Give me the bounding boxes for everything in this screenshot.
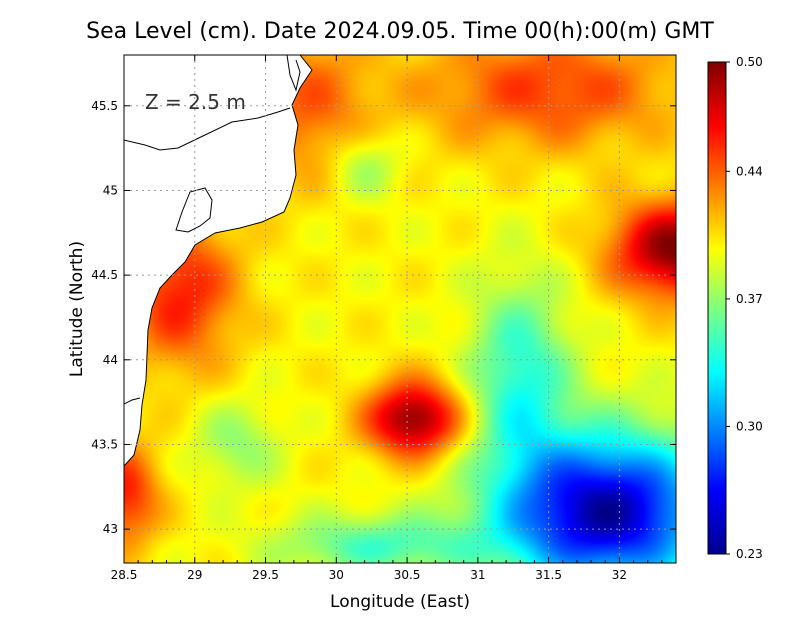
y-tick-label: 44	[103, 353, 118, 367]
colorbar-tick-label: 0.50	[736, 55, 763, 69]
border-line-2	[124, 397, 141, 405]
x-tick-label: 31	[470, 568, 485, 582]
x-tick-label: 29	[187, 568, 202, 582]
colorbar-tick-label: 0.30	[736, 419, 763, 433]
x-tick-label: 30	[329, 568, 344, 582]
river-outline	[286, 55, 301, 92]
y-tick-label: 45	[103, 183, 118, 197]
colorbar	[707, 61, 727, 555]
land-mass	[124, 55, 312, 466]
x-tick-label: 29.5	[252, 568, 279, 582]
x-tick-label: 32	[612, 568, 627, 582]
y-axis-ticks: 43 43.5 44 44.5 45 45.5	[91, 99, 676, 536]
grid-lines	[124, 55, 676, 563]
colorbar-ticks: 0.23 0.30 0.37 0.44 0.50	[726, 55, 763, 561]
y-tick-label: 45.5	[91, 99, 118, 113]
y-tick-label: 43.5	[91, 437, 118, 451]
lagoon-outline	[175, 187, 213, 233]
chart-title: Sea Level (cm). Date 2024.09.05. Time 00…	[86, 19, 714, 44]
plot-frame	[123, 54, 677, 564]
x-tick-label: 31.5	[535, 568, 562, 582]
x-axis-ticks: 28.5 29 29.5 30 30.5 31 31.5 32	[111, 55, 663, 582]
y-axis-title: Latitude (North)	[67, 241, 87, 377]
colorbar-tick-label: 0.44	[736, 164, 763, 178]
colorbar-tick-label: 0.37	[736, 292, 763, 306]
depth-annotation: Z = 2.5 m	[145, 90, 246, 114]
heatmap-field	[124, 55, 676, 563]
border-line-1	[124, 107, 291, 151]
x-tick-label: 30.5	[394, 568, 421, 582]
x-tick-label: 28.5	[111, 568, 138, 582]
y-tick-label: 44.5	[91, 268, 118, 282]
colorbar-tick-label: 0.23	[736, 547, 763, 561]
coastline	[124, 55, 313, 467]
x-axis-title: Longitude (East)	[330, 592, 470, 612]
y-tick-label: 43	[103, 522, 118, 536]
